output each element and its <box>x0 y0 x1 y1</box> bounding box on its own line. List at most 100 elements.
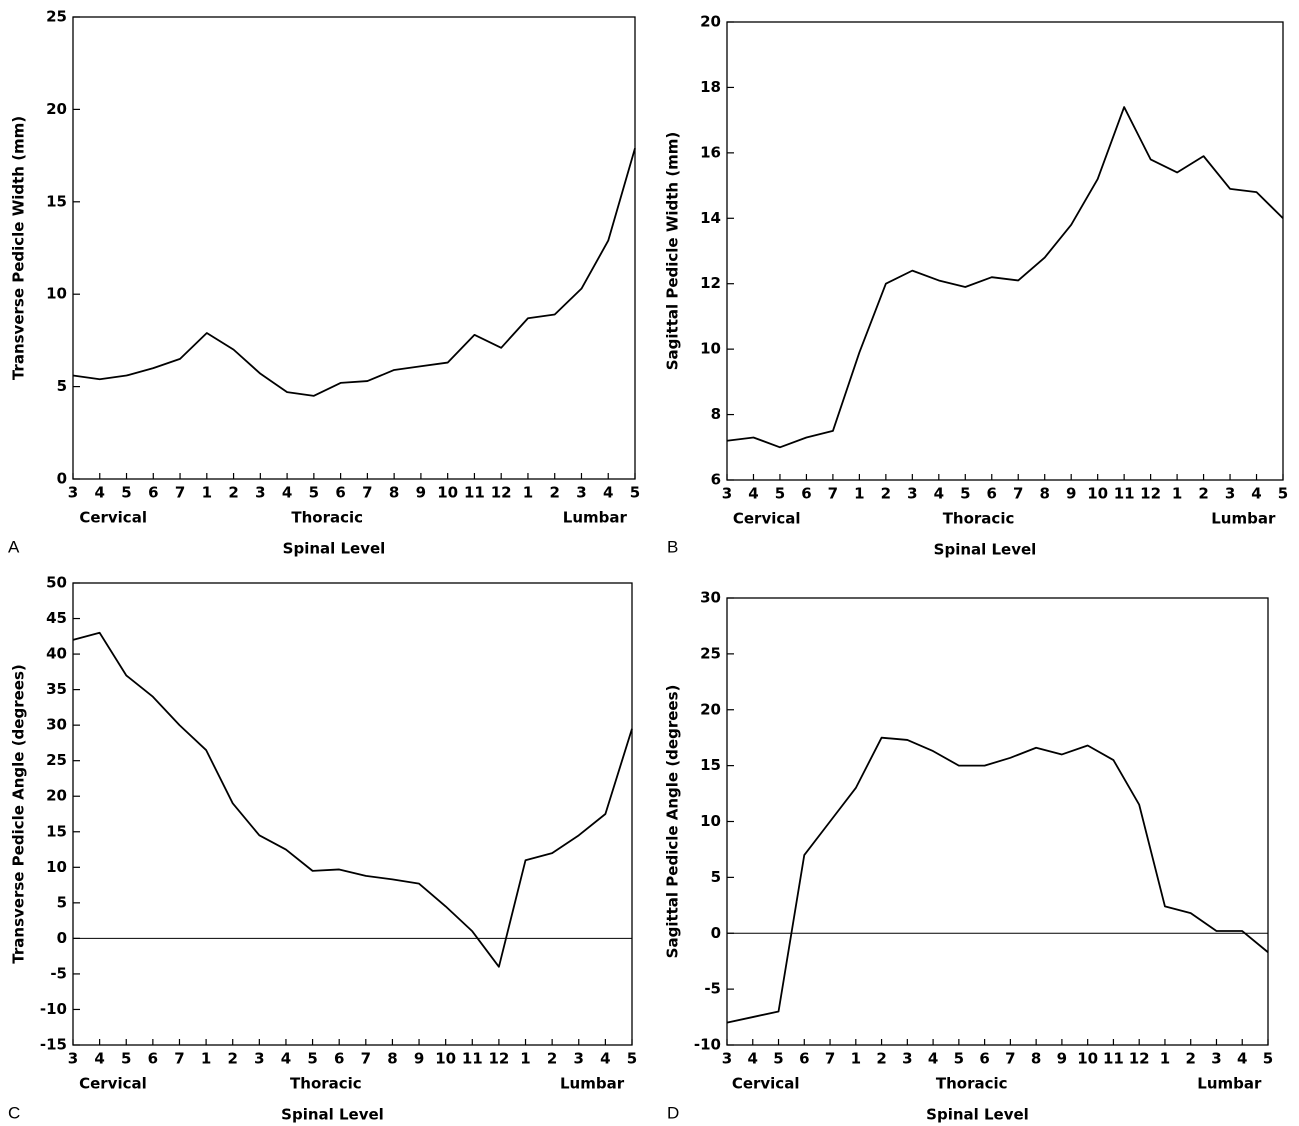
x-tick-label: 10 <box>1087 485 1108 503</box>
x-tick-label: 3 <box>1211 1050 1221 1068</box>
x-tick-label: 6 <box>335 484 345 502</box>
x-tick-label: 5 <box>121 484 131 502</box>
x-tick-label: 12 <box>488 1050 509 1068</box>
x-tick-label: 6 <box>979 1050 989 1068</box>
y-tick-label: 40 <box>46 645 67 663</box>
group-label: Lumbar <box>1197 1075 1262 1093</box>
y-tick-label: 10 <box>700 812 721 830</box>
x-tick-label: 8 <box>387 1050 397 1068</box>
x-tick-label: 3 <box>907 485 917 503</box>
group-label: Thoracic <box>936 1075 1008 1093</box>
x-tick-label: 3 <box>68 484 78 502</box>
x-tick-label: 4 <box>94 1050 104 1068</box>
group-label: Cervical <box>733 510 801 528</box>
x-tick-label: 1 <box>520 1050 530 1068</box>
x-tick-label: 2 <box>876 1050 886 1068</box>
x-tick-label: 2 <box>228 484 238 502</box>
y-axis-title: Sagittal Pedicle Angle (degrees) <box>664 685 682 959</box>
y-tick-label: 30 <box>700 589 721 607</box>
x-tick-label: 3 <box>722 485 732 503</box>
group-label: Lumbar <box>563 509 628 527</box>
x-tick-label: 7 <box>828 485 838 503</box>
x-tick-label: 9 <box>1057 1050 1067 1068</box>
x-axis-title: Spinal Level <box>926 1106 1029 1124</box>
y-tick-label: -10 <box>694 1036 721 1054</box>
x-tick-label: 1 <box>1160 1050 1170 1068</box>
x-tick-label: 9 <box>416 484 426 502</box>
x-tick-label: 2 <box>549 484 559 502</box>
group-label: Lumbar <box>1211 510 1276 528</box>
plot-frame <box>726 597 1269 1046</box>
x-tick-label: 10 <box>435 1050 456 1068</box>
y-tick-label: 10 <box>46 285 67 303</box>
x-tick-label: 1 <box>202 484 212 502</box>
x-tick-label: 5 <box>121 1050 131 1068</box>
y-tick-label: 18 <box>700 78 721 96</box>
x-tick-label: 7 <box>175 484 185 502</box>
x-tick-label: 9 <box>1066 485 1076 503</box>
x-axis-title: Spinal Level <box>934 541 1037 559</box>
x-tick-label: 12 <box>1129 1050 1150 1068</box>
y-tick-label: 10 <box>700 340 721 358</box>
y-tick-label: 20 <box>700 700 721 718</box>
x-tick-label: 10 <box>437 484 458 502</box>
y-axis-title: Sagittal Pedicle Width (mm) <box>664 132 682 371</box>
x-tick-label: 3 <box>902 1050 912 1068</box>
y-tick-label: 25 <box>46 751 67 769</box>
panel-label: A <box>8 537 20 556</box>
y-tick-label: 45 <box>46 609 67 627</box>
y-tick-label: 12 <box>700 274 721 292</box>
x-tick-label: 6 <box>148 1050 158 1068</box>
x-tick-label: 6 <box>801 485 811 503</box>
y-tick-label: 15 <box>700 756 721 774</box>
group-label: Lumbar <box>560 1075 625 1093</box>
x-tick-label: 11 <box>462 1050 483 1068</box>
x-tick-label: 11 <box>1103 1050 1124 1068</box>
x-tick-label: 4 <box>1251 485 1261 503</box>
x-tick-label: 11 <box>1114 485 1135 503</box>
y-tick-label: -5 <box>704 980 721 998</box>
x-tick-label: 4 <box>748 485 758 503</box>
y-tick-label: 0 <box>57 929 67 947</box>
x-tick-label: 4 <box>748 1050 758 1068</box>
y-tick-label: -15 <box>40 1036 67 1054</box>
y-tick-label: 16 <box>700 143 721 161</box>
plot-frame <box>72 16 636 480</box>
data-line <box>726 106 1284 449</box>
y-tick-label: 8 <box>711 405 721 423</box>
x-tick-label: 6 <box>334 1050 344 1068</box>
x-tick-label: 8 <box>389 484 399 502</box>
y-tick-label: 35 <box>46 680 67 698</box>
y-tick-label: 50 <box>46 574 67 592</box>
y-tick-label: 5 <box>57 377 67 395</box>
plot-frame <box>726 21 1284 481</box>
x-tick-label: 3 <box>68 1050 78 1068</box>
y-tick-label: 0 <box>711 924 721 942</box>
data-line <box>72 147 636 397</box>
group-label: Thoracic <box>290 1075 362 1093</box>
y-tick-label: 20 <box>700 13 721 31</box>
x-tick-label: 5 <box>309 484 319 502</box>
x-tick-label: 6 <box>148 484 158 502</box>
data-line <box>726 736 1269 1024</box>
y-tick-label: 14 <box>700 209 721 227</box>
x-tick-label: 2 <box>547 1050 557 1068</box>
x-tick-label: 4 <box>95 484 105 502</box>
y-tick-label: 25 <box>46 8 67 26</box>
x-tick-label: 4 <box>928 1050 938 1068</box>
x-tick-label: 5 <box>954 1050 964 1068</box>
x-tick-label: 4 <box>282 484 292 502</box>
y-tick-label: 15 <box>46 822 67 840</box>
x-tick-label: 2 <box>1185 1050 1195 1068</box>
panel-label: D <box>667 1103 679 1122</box>
x-tick-label: 4 <box>1237 1050 1247 1068</box>
y-tick-label: 5 <box>711 868 721 886</box>
y-tick-label: -5 <box>50 964 67 982</box>
y-tick-label: 20 <box>46 787 67 805</box>
x-tick-label: 5 <box>1278 485 1288 503</box>
y-tick-label: 10 <box>46 858 67 876</box>
y-tick-label: 6 <box>711 471 721 489</box>
x-tick-label: 2 <box>1198 485 1208 503</box>
x-tick-label: 1 <box>201 1050 211 1068</box>
